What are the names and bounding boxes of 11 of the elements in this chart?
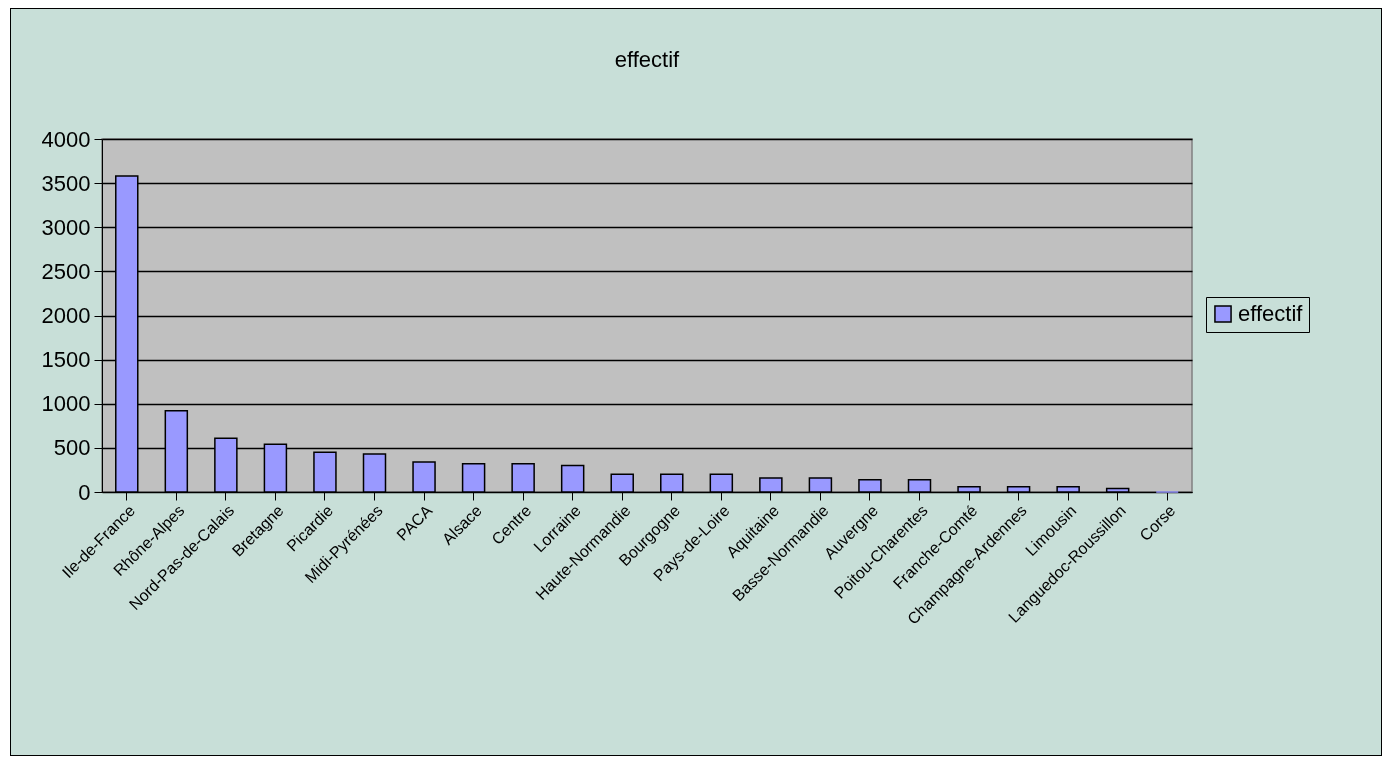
y-tick-label: 1500	[41, 347, 91, 373]
y-tick-label: 1000	[41, 391, 91, 417]
y-tick-label: 2000	[41, 303, 91, 328]
y-tick-label: 0	[78, 479, 91, 505]
chart-title: effectif	[614, 47, 681, 72]
y-tick-label: 2500	[41, 258, 91, 284]
y-tick-label: 500	[53, 435, 91, 461]
y-tick-label: 4000	[41, 126, 91, 152]
y-tick-label: 3500	[41, 170, 91, 196]
legend-label: effectif	[1238, 301, 1304, 326]
y-tick-label: 3000	[41, 214, 91, 240]
